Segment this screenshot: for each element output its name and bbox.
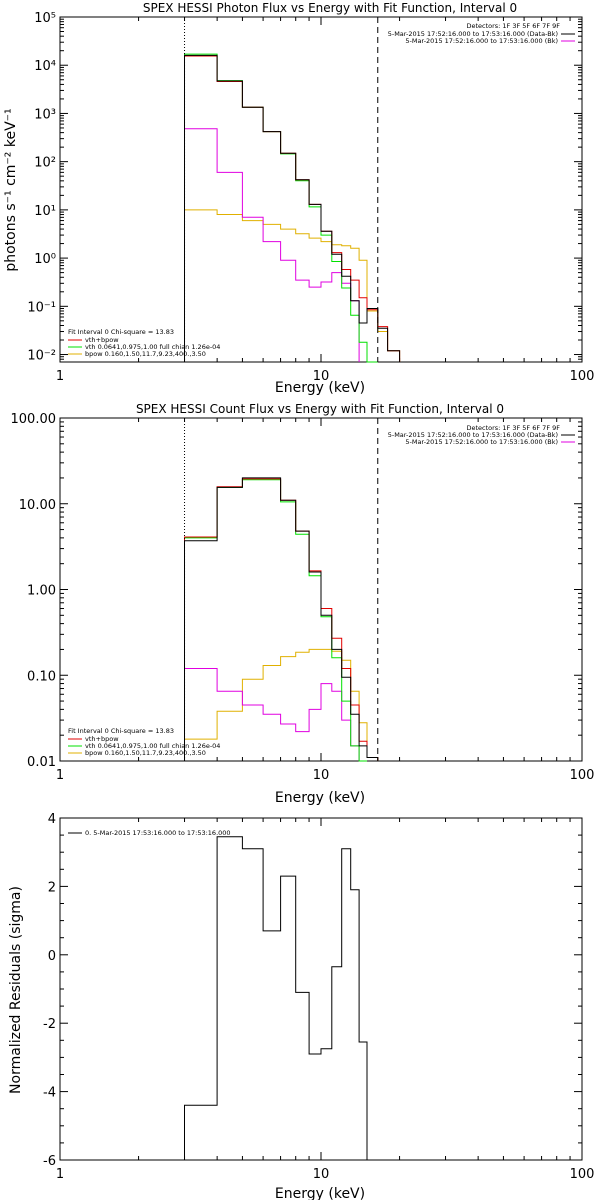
x-tick-label: 10 [313,369,330,384]
residuals-panel: Energy (keV) Normalized Residuals (sigma… [8,812,594,1200]
count-flux-legend-bottom: Fit Interval 0 Chi-square = 13.83 vth+bp… [68,727,220,757]
y-tick-label: -4 [43,1086,56,1101]
legend-fit-interval: Fit Interval 0 Chi-square = 13.83 [68,328,174,336]
y-tick-label: 4 [48,812,56,827]
y-tick-label: 10³ [34,107,56,122]
legend-vth-label: vth 0.0641,0.975,1.00 full chian 1.26e-0… [85,343,220,351]
series-data-bk [184,477,379,761]
legend-bpow-label: bpow 0.160,1.50,11.7,9.23,400.,3.50 [85,350,206,358]
residuals-curves [184,836,378,1161]
legend-data-minus-bk: 5-Mar-2015 17:52:16.000 to 17:53:16.000 … [388,431,558,439]
residuals-legend: 0. 5-Mar-2015 17:53:16.000 to 17:53:16.0… [85,829,231,837]
y-tick-label: 10⁰ [34,252,56,267]
y-tick-label: 0.01 [27,755,56,770]
y-tick-label: 2 [48,880,56,895]
y-tick-label: 10¹ [34,204,56,219]
residuals-y-axis-label: Normalized Residuals (sigma) [8,886,24,1094]
residuals-ticks: 1 10 100 -6 -4 -2 0 2 4 [43,812,594,1182]
count-flux-ticks: 1 10 100 0.01 0.10 1.00 10.00 100.00 [11,412,595,783]
y-tick-label: 10⁴ [34,59,56,74]
photon-flux-x-axis-label: Energy (keV) [275,380,365,396]
legend-detectors: Detectors: 1F 3F 5F 6F 7F 9F [466,22,560,30]
y-tick-label: 10⁵ [34,11,56,26]
series-bg [184,209,401,362]
x-tick-label: 10 [313,1167,330,1182]
legend-fit-interval: Fit Interval 0 Chi-square = 13.83 [68,727,174,735]
x-tick-label: 10 [313,768,330,783]
photon-flux-curves [184,53,401,363]
count-flux-x-axis-label: Energy (keV) [275,790,365,806]
count-flux-curves [184,477,379,762]
series-bpow [184,128,360,362]
count-flux-fit-range-lines [184,418,379,761]
photon-flux-legend-top: Detectors: 1F 3F 5F 6F 7F 9F 5-Mar-2015 … [388,22,575,45]
legend-detectors: Detectors: 1F 3F 5F 6F 7F 9F [466,424,560,432]
x-tick-label: 1 [56,1167,64,1182]
legend-vth-label: vth 0.0641,0.975,1.00 full chian 1.26e-0… [85,742,220,750]
y-tick-label: 100.00 [11,412,57,427]
y-tick-label: 10² [34,156,56,171]
x-tick-label: 100 [570,1167,595,1182]
photon-flux-panel: SPEX HESSI Photon Flux vs Energy with Fi… [3,1,594,396]
photon-flux-title: SPEX HESSI Photon Flux vs Energy with Fi… [143,1,517,15]
x-tick-label: 100 [570,369,595,384]
photon-flux-fit-range-lines [184,17,379,362]
x-tick-label: 1 [56,768,64,783]
y-tick-label: -6 [43,1154,56,1169]
legend-bk: 5-Mar-2015 17:52:16.000 to 17:53:16.000 … [405,37,558,45]
y-tick-label: -2 [43,1017,56,1032]
legend-bk: 5-Mar-2015 17:52:16.000 to 17:53:16.000 … [405,438,558,446]
count-flux-title: SPEX HESSI Count Flux vs Energy with Fit… [136,402,504,416]
x-tick-label: 1 [56,369,64,384]
y-tick-label: 10⁻² [27,349,56,364]
residuals-x-axis-label: Energy (keV) [275,1186,365,1200]
legend-sum-label: vth+bpow [85,336,119,344]
photon-flux-legend-bottom: Fit Interval 0 Chi-square = 13.83 vth+bp… [68,328,220,358]
y-tick-label: 1.00 [27,584,56,599]
y-tick-label: 10⁻¹ [27,300,56,315]
series-residuals [184,836,378,1161]
series-bpow [184,668,360,761]
y-tick-label: 0 [48,949,56,964]
photon-flux-ticks: 1 10 100 10⁻² 10⁻¹ 10⁰ 10¹ 10² 10³ 10⁴ 10⁵ [27,11,594,384]
count-flux-legend-top: Detectors: 1F 3F 5F 6F 7F 9F 5-Mar-2015 … [388,424,575,446]
legend-data-minus-bk: 5-Mar-2015 17:52:16.000 to 17:53:16.000 … [388,30,558,38]
legend-bpow-label: bpow 0.160,1.50,11.7,9.23,400.,3.50 [85,749,206,757]
x-tick-label: 100 [570,768,595,783]
y-tick-label: 10.00 [19,498,56,513]
legend-sum-label: vth+bpow [85,735,119,743]
y-tick-label: 0.10 [27,669,56,684]
series-data-bk [184,54,401,362]
count-flux-panel: SPEX HESSI Count Flux vs Energy with Fit… [11,402,595,806]
photon-flux-y-axis-label: photons s⁻¹ cm⁻² keV⁻¹ [3,108,19,271]
